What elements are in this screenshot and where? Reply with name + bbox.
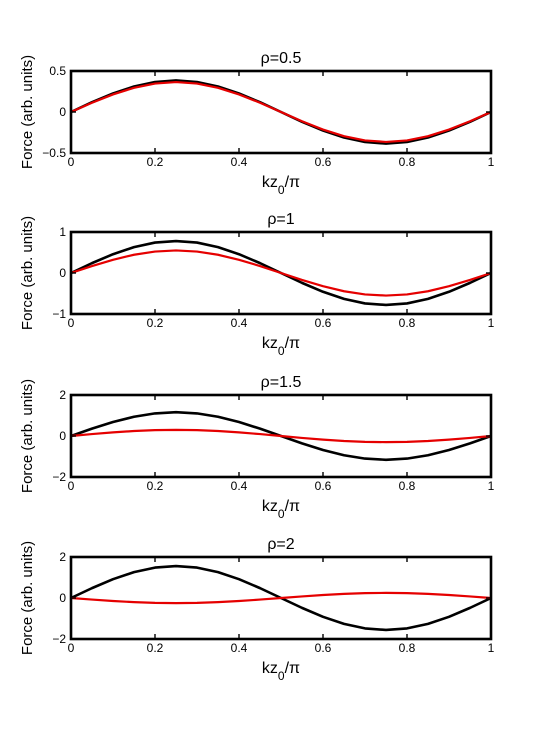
y-axis-label: Force (arb. units) <box>19 216 36 330</box>
series-line-red <box>70 80 492 144</box>
x-tick-label: 1 <box>488 316 495 330</box>
y-axis-label: Force (arb. units) <box>19 541 36 655</box>
x-tick-label: 0 <box>68 479 75 493</box>
subplot-title: ρ=0.5 <box>261 50 302 67</box>
x-axis-label: kz0/π <box>262 335 300 358</box>
x-tick-label: 0.4 <box>231 316 248 330</box>
series-line-red <box>70 249 492 297</box>
y-tick-label: 0 <box>59 266 66 280</box>
x-tick-label: 0.2 <box>147 155 164 169</box>
x-tick-label: 0 <box>68 155 75 169</box>
x-tick-label: 0 <box>68 641 75 655</box>
x-tick-label: 1 <box>488 641 495 655</box>
x-tick-label: 0.8 <box>399 316 416 330</box>
x-tick-label: 0 <box>68 316 75 330</box>
x-tick-label: 0.2 <box>147 316 164 330</box>
y-tick-label: −1 <box>52 307 66 321</box>
x-tick-label: 0.6 <box>315 316 332 330</box>
x-axis-label: kz0/π <box>262 174 300 197</box>
y-tick-label: 2 <box>59 388 66 402</box>
y-axis-label: Force (arb. units) <box>19 55 36 169</box>
y-tick-label: 0.5 <box>49 64 66 78</box>
y-tick-label: −2 <box>52 470 66 484</box>
x-tick-label: 0.8 <box>399 479 416 493</box>
x-tick-label: 0.6 <box>315 479 332 493</box>
y-tick-label: 0 <box>59 429 66 443</box>
y-tick-label: −0.5 <box>42 146 66 160</box>
x-axis-label: kz0/π <box>262 498 300 521</box>
x-axis-label: kz0/π <box>262 660 300 683</box>
subplot-title: ρ=1.5 <box>261 374 302 391</box>
x-tick-label: 1 <box>488 479 495 493</box>
y-tick-label: −2 <box>52 632 66 646</box>
x-tick-label: 0.4 <box>231 479 248 493</box>
y-tick-label: 2 <box>59 550 66 564</box>
x-tick-label: 0.8 <box>399 155 416 169</box>
y-tick-label: 1 <box>59 225 66 239</box>
subplot-title: ρ=2 <box>267 536 294 553</box>
x-tick-label: 0.4 <box>231 641 248 655</box>
x-tick-label: 0.6 <box>315 641 332 655</box>
series-line-red <box>70 428 492 444</box>
y-tick-label: 0 <box>59 105 66 119</box>
x-tick-label: 0.2 <box>147 641 164 655</box>
y-tick-label: 0 <box>59 591 66 605</box>
x-tick-label: 0.2 <box>147 479 164 493</box>
series-line-red <box>70 591 492 605</box>
x-tick-label: 0.4 <box>231 155 248 169</box>
x-tick-label: 0.8 <box>399 641 416 655</box>
x-tick-label: 0.6 <box>315 155 332 169</box>
x-tick-label: 1 <box>488 155 495 169</box>
subplot-title: ρ=1 <box>267 211 294 228</box>
y-axis-label: Force (arb. units) <box>19 379 36 493</box>
